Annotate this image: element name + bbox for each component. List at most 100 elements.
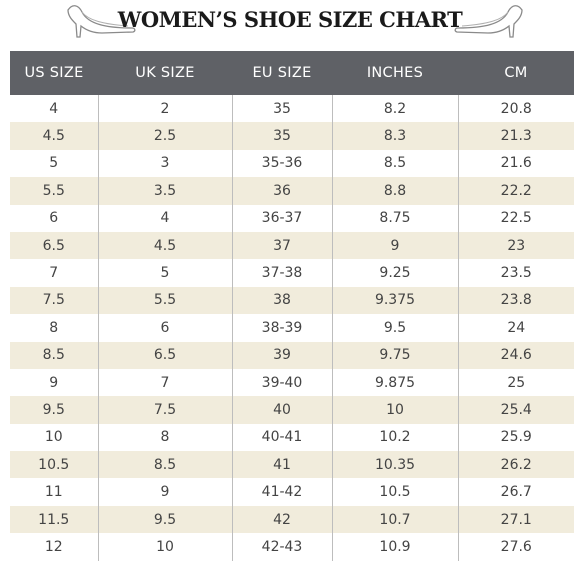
table-row: 11 9 41-42 10.5 26.7: [10, 478, 574, 506]
cell-us-size: 7: [10, 259, 98, 287]
cell-uk-size: 9.5: [97, 505, 232, 534]
high-heel-shoe-icon: [454, 5, 523, 38]
cell-cm: 23: [457, 231, 574, 260]
table-row: 11.5 9.5 42 10.7 27.1: [10, 505, 574, 534]
cell-cm: 24: [457, 314, 574, 342]
cell-us-size: 9: [10, 368, 98, 397]
cell-uk-size: 2.5: [97, 122, 232, 150]
cell-us-size: 6.5: [10, 231, 98, 260]
column-header-eu-size: EU SIZE: [232, 51, 332, 95]
column-header-us-size: US SIZE: [10, 51, 98, 95]
cell-uk-size: 5: [97, 259, 232, 287]
cell-inches: 8.2: [331, 95, 458, 123]
cell-inches: 10.35: [331, 451, 458, 479]
cell-uk-size: 8.5: [97, 451, 232, 479]
cell-us-size: 6: [10, 204, 98, 232]
cell-cm: 20.8: [457, 95, 574, 123]
cell-uk-size: 5.5: [97, 286, 232, 315]
cell-us-size: 9.5: [10, 396, 98, 424]
cell-us-size: 7.5: [10, 286, 98, 315]
cell-uk-size: 2: [97, 95, 232, 123]
cell-inches: 9.5: [331, 314, 458, 342]
cell-cm: 26.2: [457, 451, 574, 479]
table-header-row: US SIZE UK SIZE EU SIZE INCHES CM: [10, 51, 574, 95]
cell-inches: 9.75: [331, 341, 458, 369]
chart-header: WOMEN’S SHOE SIZE CHART: [0, 0, 580, 46]
cell-eu-size: 37: [231, 231, 332, 260]
cell-eu-size: 39-40: [231, 368, 332, 397]
cell-inches: 9: [331, 231, 458, 260]
table-row: 9.5 7.5 40 10 25.4: [10, 396, 574, 424]
cell-inches: 10.5: [331, 478, 458, 506]
cell-cm: 21.3: [457, 122, 574, 150]
cell-uk-size: 6.5: [97, 341, 232, 369]
cell-eu-size: 41: [231, 451, 332, 479]
table-row: 6.5 4.5 37 9 23: [10, 231, 574, 260]
cell-eu-size: 35: [231, 95, 332, 123]
cell-us-size: 11: [10, 478, 98, 506]
cell-uk-size: 10: [97, 533, 232, 561]
cell-inches: 8.75: [331, 204, 458, 232]
cell-inches: 10: [331, 396, 458, 424]
cell-eu-size: 36-37: [231, 204, 332, 232]
cell-eu-size: 40: [231, 396, 332, 424]
table-row: 10 8 40-41 10.2 25.9: [10, 423, 574, 452]
cell-us-size: 11.5: [10, 505, 98, 534]
cell-eu-size: 37-38: [231, 259, 332, 287]
cell-cm: 25.9: [457, 423, 574, 452]
cell-us-size: 10: [10, 423, 98, 452]
table-row: 5 3 35-36 8.5 21.6: [10, 149, 574, 178]
cell-cm: 22.2: [457, 177, 574, 205]
table-row: 9 7 39-40 9.875 25: [10, 368, 574, 397]
cell-uk-size: 6: [97, 314, 232, 342]
cell-eu-size: 35: [231, 122, 332, 150]
cell-eu-size: 39: [231, 341, 332, 369]
cell-cm: 23.5: [457, 259, 574, 287]
cell-inches: 8.5: [331, 149, 458, 178]
table-row: 5.5 3.5 36 8.8 22.2: [10, 177, 574, 205]
page-title: WOMEN’S SHOE SIZE CHART: [117, 7, 463, 32]
cell-inches: 9.375: [331, 286, 458, 315]
cell-eu-size: 40-41: [231, 423, 332, 452]
table-row: 8.5 6.5 39 9.75 24.6: [10, 341, 574, 369]
cell-eu-size: 38: [231, 286, 332, 315]
cell-cm: 26.7: [457, 478, 574, 506]
cell-eu-size: 38-39: [231, 314, 332, 342]
cell-eu-size: 36: [231, 177, 332, 205]
cell-uk-size: 8: [97, 423, 232, 452]
cell-eu-size: 41-42: [231, 478, 332, 506]
cell-uk-size: 7: [97, 368, 232, 397]
cell-eu-size: 42: [231, 505, 332, 534]
cell-cm: 27.1: [457, 505, 574, 534]
cell-cm: 25.4: [457, 396, 574, 424]
cell-cm: 25: [457, 368, 574, 397]
cell-inches: 10.9: [331, 533, 458, 561]
cell-inches: 8.8: [331, 177, 458, 205]
size-chart-table: US SIZE UK SIZE EU SIZE INCHES CM 4 2 35 8.…: [10, 51, 574, 561]
column-header-uk-size: UK SIZE: [98, 51, 232, 95]
cell-uk-size: 3.5: [97, 177, 232, 205]
cell-uk-size: 4: [97, 204, 232, 232]
cell-us-size: 8: [10, 314, 98, 342]
cell-inches: 10.2: [331, 423, 458, 452]
cell-cm: 21.6: [457, 149, 574, 178]
cell-us-size: 5.5: [10, 177, 98, 205]
cell-us-size: 4.5: [10, 122, 98, 150]
cell-inches: 9.25: [331, 259, 458, 287]
cell-us-size: 12: [10, 533, 98, 561]
cell-inches: 10.7: [331, 505, 458, 534]
table-row: 4.5 2.5 35 8.3 21.3: [10, 122, 574, 150]
table-row: 12 10 42-43 10.9 27.6: [10, 533, 574, 561]
table-row: 7.5 5.5 38 9.375 23.8: [10, 286, 574, 315]
size-chart-table-container: US SIZE UK SIZE EU SIZE INCHES CM 4 2 35 8.…: [10, 51, 574, 561]
cell-inches: 8.3: [331, 122, 458, 150]
cell-cm: 24.6: [457, 341, 574, 369]
column-header-inches: INCHES: [332, 51, 458, 95]
cell-us-size: 5: [10, 149, 98, 178]
cell-us-size: 10.5: [10, 451, 98, 479]
table-row: 8 6 38-39 9.5 24: [10, 314, 574, 342]
cell-cm: 27.6: [457, 533, 574, 561]
table-row: 4 2 35 8.2 20.8: [10, 95, 574, 123]
cell-eu-size: 42-43: [231, 533, 332, 561]
cell-inches: 9.875: [331, 368, 458, 397]
